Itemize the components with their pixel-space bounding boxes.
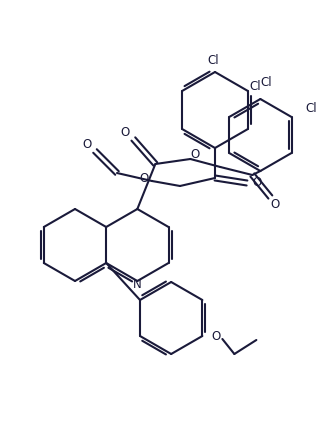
Text: O: O [252, 176, 262, 190]
Text: O: O [82, 138, 92, 151]
Text: N: N [133, 277, 142, 291]
Text: O: O [191, 147, 200, 160]
Text: Cl: Cl [260, 77, 272, 89]
Text: O: O [121, 126, 130, 138]
Text: O: O [139, 172, 149, 184]
Text: Cl: Cl [306, 102, 317, 116]
Text: O: O [212, 329, 221, 343]
Text: Cl: Cl [207, 53, 219, 67]
Text: O: O [271, 197, 280, 211]
Text: Cl: Cl [249, 80, 261, 92]
